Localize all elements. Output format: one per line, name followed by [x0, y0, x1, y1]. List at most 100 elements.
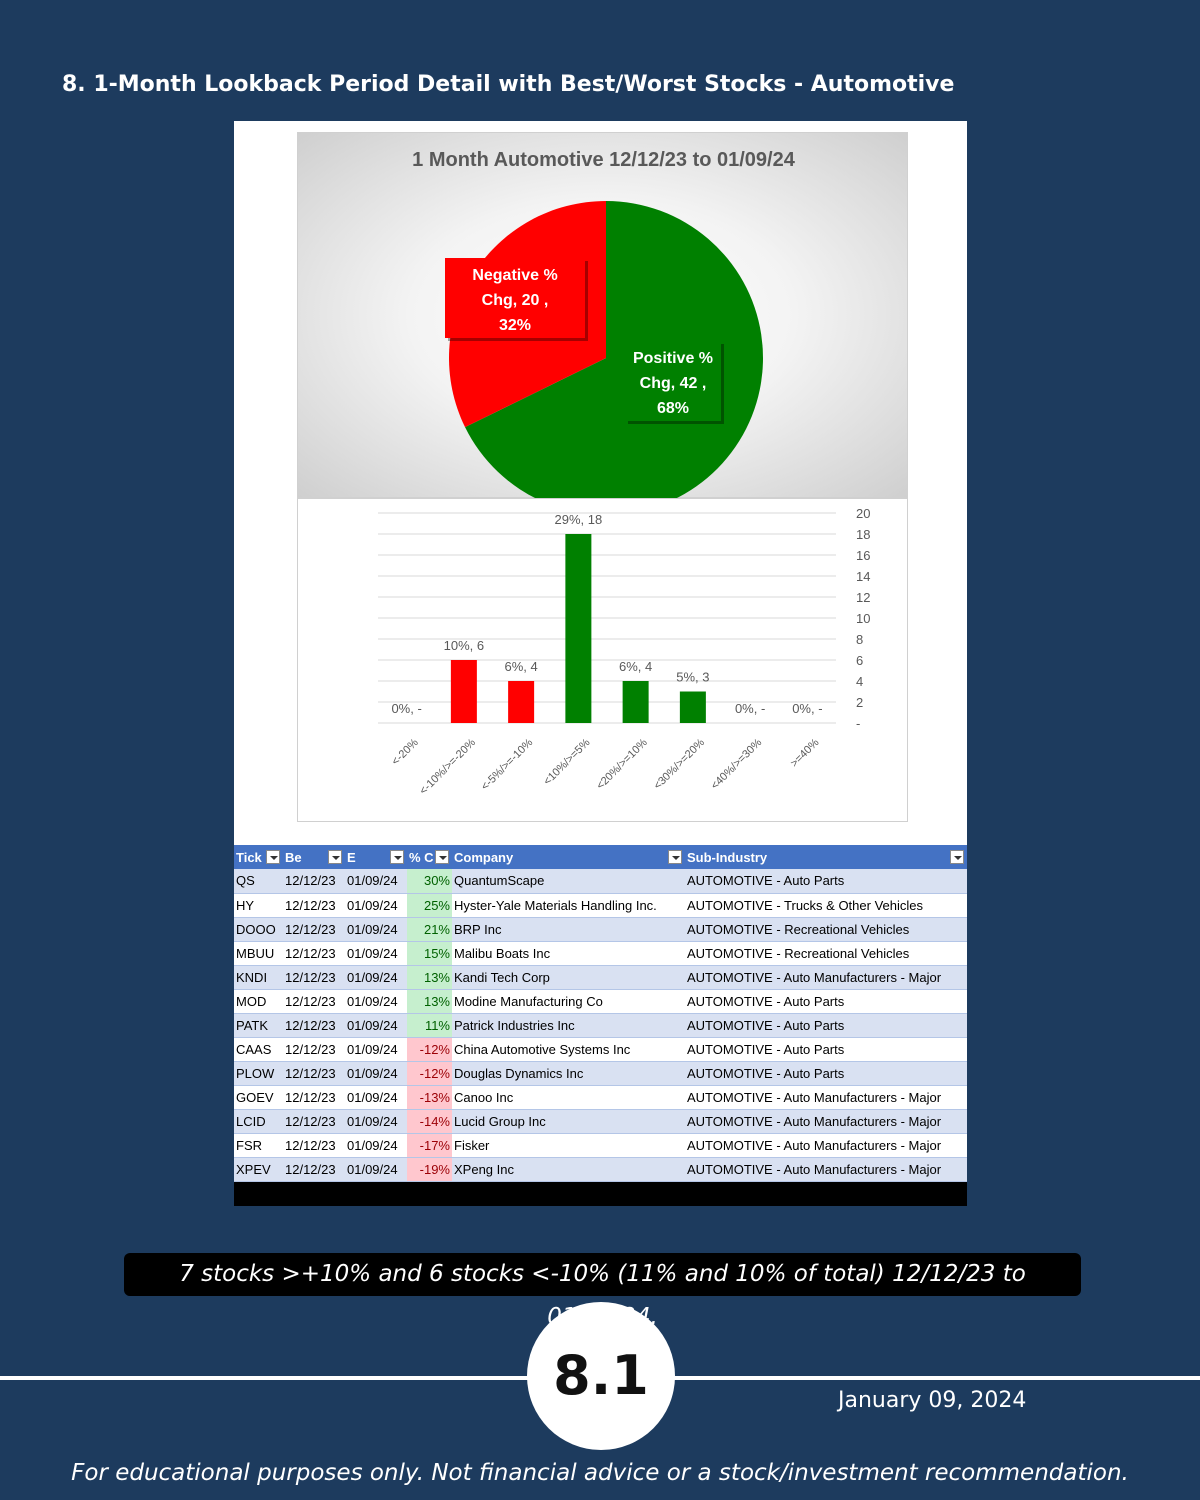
column-header[interactable]: E — [345, 845, 407, 869]
table-cell: 01/09/24 — [345, 1109, 407, 1134]
filter-dropdown-icon[interactable] — [668, 850, 682, 864]
table-cell: 12/12/23 — [283, 869, 345, 894]
table-cell: GOEV — [234, 1085, 283, 1110]
table-cell: PATK — [234, 1013, 283, 1038]
table-cell: -14% — [407, 1109, 452, 1134]
table-cell: AUTOMOTIVE - Auto Parts — [685, 1061, 967, 1086]
table-cell: AUTOMOTIVE - Recreational Vehicles — [685, 941, 967, 966]
table-cell: 11% — [407, 1013, 452, 1038]
table-cell: 25% — [407, 893, 452, 918]
summary-banner: 7 stocks >+10% and 6 stocks <-10% (11% a… — [124, 1253, 1081, 1330]
table-cell: Lucid Group Inc — [452, 1109, 685, 1134]
bar-chart-area: - 2 4 6 8 10 12 14 16 18 20 0%, - <-20% 10%, 6 <-10%/>… — [297, 498, 908, 822]
table-cell: 21% — [407, 917, 452, 942]
stock-table: Tick Be E% C Company Sub-Industry QS 12/12/23… — [234, 845, 967, 1182]
bar-data-label: 0%, - — [735, 701, 765, 716]
y-tick-label: 6 — [856, 653, 863, 668]
pie-chart-area: 1 Month Automotive 12/12/23 to 01/09/24 … — [297, 132, 908, 499]
disclaimer: For educational purposes only. Not finan… — [71, 1460, 1129, 1486]
column-header[interactable]: Be — [283, 845, 345, 869]
y-tick-label: 4 — [856, 674, 863, 689]
table-cell: QS — [234, 869, 283, 894]
column-header[interactable]: Company — [452, 845, 685, 869]
table-row: DOOO 12/12/23 01/09/24 21% BRP Inc AUTOMOTIVE… — [234, 917, 967, 942]
table-cell: Canoo Inc — [452, 1085, 685, 1110]
table-cell: AUTOMOTIVE - Auto Manufacturers - Major — [685, 1085, 967, 1110]
column-header-label: Company — [454, 849, 514, 865]
table-cell: AUTOMOTIVE - Auto Parts — [685, 1037, 967, 1062]
x-tick-label: <20%/>=10% — [594, 736, 650, 792]
table-row: FSR 12/12/23 01/09/24 -17% Fisker AUTOMOTIVE … — [234, 1133, 967, 1158]
column-header[interactable]: Sub-Industry — [685, 845, 967, 869]
table-cell: 12/12/23 — [283, 917, 345, 942]
table-cell: DOOO — [234, 917, 283, 942]
table-row: PATK 12/12/23 01/09/24 11% Patrick Industrie… — [234, 1013, 967, 1038]
x-tick-label: <-20% — [390, 736, 421, 767]
table-cell: Malibu Boats Inc — [452, 941, 685, 966]
filter-dropdown-icon[interactable] — [435, 850, 449, 864]
table-cell: XPeng Inc — [452, 1157, 685, 1182]
bar-data-label: 6%, 4 — [619, 659, 652, 674]
table-row: CAAS 12/12/23 01/09/24 -12% China Automotive… — [234, 1037, 967, 1062]
bar — [508, 681, 535, 723]
table-cell: AUTOMOTIVE - Auto Manufacturers - Major — [685, 1133, 967, 1158]
pie-slice — [465, 201, 763, 499]
column-header[interactable]: Tick — [234, 845, 283, 869]
x-tick-label: <-5%/>=-10% — [479, 736, 535, 792]
page-heading: 8. 1-Month Lookback Period Detail with B… — [62, 72, 955, 97]
table-row: MBUU 12/12/23 01/09/24 15% Malibu Boats Inc A… — [234, 941, 967, 966]
page-number-badge: 8.1 — [527, 1302, 675, 1450]
table-cell: Modine Manufacturing Co — [452, 989, 685, 1014]
table-row: XPEV 12/12/23 01/09/24 -19% XPeng Inc AUTOMOT… — [234, 1157, 967, 1182]
report-date: January 09, 2024 — [838, 1388, 1027, 1413]
table-cell: 12/12/23 — [283, 1085, 345, 1110]
table-cell: 01/09/24 — [345, 917, 407, 942]
x-tick-label: <-10%/>=-20% — [417, 736, 478, 797]
table-cell: QuantumScape — [452, 869, 685, 894]
table-cell: 12/12/23 — [283, 965, 345, 990]
y-tick-label: - — [856, 716, 860, 731]
x-tick-label: <30%/>=20% — [652, 736, 708, 792]
table-cell: AUTOMOTIVE - Auto Manufacturers - Major — [685, 1157, 967, 1182]
table-cell: -13% — [407, 1085, 452, 1110]
table-row: KNDI 12/12/23 01/09/24 13% Kandi Tech Corp AU… — [234, 965, 967, 990]
column-header[interactable]: % C — [407, 845, 452, 869]
table-cell: Kandi Tech Corp — [452, 965, 685, 990]
column-header-label: E — [347, 849, 356, 865]
bar-data-label: 29%, 18 — [555, 512, 603, 527]
bar — [450, 660, 477, 723]
column-header-label: Sub-Industry — [687, 849, 768, 865]
table-row: HY 12/12/23 01/09/24 25% Hyster-Yale Materia… — [234, 893, 967, 918]
x-tick-label: <40%/>=30% — [709, 736, 765, 792]
bar — [565, 534, 592, 723]
table-cell: AUTOMOTIVE - Auto Manufacturers - Major — [685, 1109, 967, 1134]
table-cell: KNDI — [234, 965, 283, 990]
bar-data-label: 5%, 3 — [676, 670, 709, 685]
table-cell: 12/12/23 — [283, 1109, 345, 1134]
y-tick-label: 12 — [856, 590, 870, 605]
table-cell: 12/12/23 — [283, 989, 345, 1014]
table-cell: -17% — [407, 1133, 452, 1158]
table-cell: 01/09/24 — [345, 893, 407, 918]
table-row: MOD 12/12/23 01/09/24 13% Modine Manufacturi… — [234, 989, 967, 1014]
filter-dropdown-icon[interactable] — [390, 850, 404, 864]
bar-data-label: 0%, - — [792, 701, 822, 716]
table-cell: Douglas Dynamics Inc — [452, 1061, 685, 1086]
table-cell: AUTOMOTIVE - Auto Manufacturers - Major — [685, 965, 967, 990]
table-cell: XPEV — [234, 1157, 283, 1182]
y-tick-label: 14 — [856, 569, 870, 584]
table-cell: 12/12/23 — [283, 1133, 345, 1158]
column-header-label: Be — [285, 849, 302, 865]
table-cell: HY — [234, 893, 283, 918]
filter-dropdown-icon[interactable] — [950, 850, 964, 864]
table-cell: 30% — [407, 869, 452, 894]
table-cell: 12/12/23 — [283, 893, 345, 918]
table-cell: AUTOMOTIVE - Auto Parts — [685, 1013, 967, 1038]
filter-dropdown-icon[interactable] — [266, 850, 280, 864]
table-cell: AUTOMOTIVE - Auto Parts — [685, 869, 967, 894]
svg-text:Chg, 20 ,: Chg, 20 , — [482, 292, 549, 309]
filter-dropdown-icon[interactable] — [328, 850, 342, 864]
bar-data-label: 0%, - — [391, 701, 421, 716]
svg-text:Positive %: Positive % — [633, 350, 713, 367]
svg-text:68%: 68% — [657, 400, 689, 417]
